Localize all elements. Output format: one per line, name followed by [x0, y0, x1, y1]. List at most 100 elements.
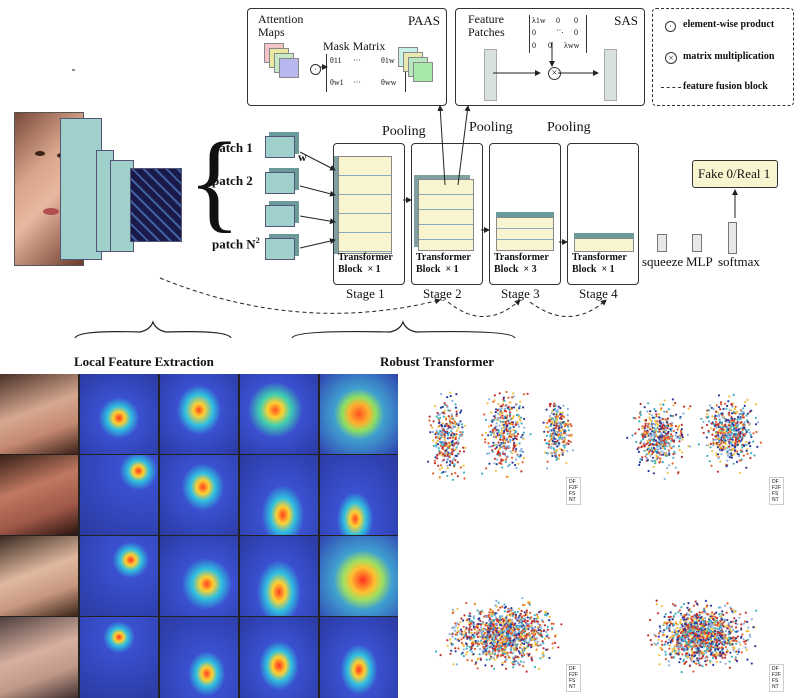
tsne-point	[522, 393, 526, 396]
tsne-point	[723, 604, 727, 607]
tsne-point	[711, 433, 714, 436]
tsne-point	[500, 407, 503, 410]
tsne-point	[740, 451, 743, 454]
tsne-point	[452, 457, 456, 460]
tsne-point	[451, 627, 454, 630]
tsne-point	[439, 436, 443, 439]
tsne-point	[566, 414, 569, 417]
tsne-point	[721, 651, 725, 654]
tsne-point	[643, 445, 646, 448]
tsne-point	[473, 631, 476, 635]
tsne-point	[646, 435, 649, 438]
tsne-point	[504, 660, 507, 663]
tsne-point	[736, 450, 739, 453]
heatmap-r1-c1	[80, 374, 158, 454]
tsne-point	[460, 434, 463, 437]
tsne-point	[668, 647, 671, 650]
tsne-point	[487, 425, 490, 428]
tsne-point	[522, 603, 525, 607]
tsne-point	[700, 652, 703, 655]
tsne-point	[510, 632, 514, 635]
tsne-point	[447, 424, 450, 427]
tsne-point	[503, 647, 506, 650]
tsne-point	[664, 426, 667, 429]
tsne-point	[657, 448, 660, 451]
tsne-point	[552, 427, 555, 430]
tsne-point	[571, 449, 574, 452]
tsne-point	[685, 623, 688, 626]
tsne-point	[746, 452, 749, 455]
tsne-point	[668, 437, 671, 440]
tsne-point	[458, 434, 461, 437]
face-row-1	[0, 374, 78, 454]
tsne-point	[666, 471, 669, 474]
tsne-point	[679, 622, 682, 625]
tsne-point	[521, 433, 524, 437]
tsne-point	[501, 414, 504, 417]
tsne-point	[719, 637, 722, 640]
tsne-point	[677, 638, 680, 641]
tsne-point	[717, 434, 720, 437]
tsne-point	[443, 425, 447, 428]
tsne-point	[449, 442, 452, 446]
tsne-point	[449, 652, 452, 655]
tsne-point	[678, 640, 681, 644]
tsne-point	[655, 413, 658, 416]
tsne-point	[715, 452, 718, 455]
tsne-point	[710, 623, 713, 626]
tsne-point	[446, 453, 449, 456]
tsne-point	[728, 630, 731, 633]
tsne-point	[729, 640, 732, 643]
tsne-point	[512, 652, 515, 655]
tsne-point	[740, 412, 743, 415]
tsne-point	[680, 648, 684, 651]
tsne-point	[536, 637, 539, 640]
tsne-point	[712, 628, 715, 631]
tsne-point	[654, 462, 657, 465]
tsne-point	[530, 629, 533, 632]
tsne-point	[677, 653, 680, 656]
tsne-point	[512, 437, 515, 441]
tsne-point	[735, 432, 738, 435]
tsne-point	[719, 401, 722, 404]
tsne-point	[510, 607, 513, 610]
tsne-point	[493, 394, 496, 397]
tsne-point	[451, 612, 454, 615]
tsne-point	[668, 636, 672, 639]
tsne-point	[718, 437, 721, 440]
tsne-point	[519, 419, 522, 422]
tsne-point	[730, 403, 733, 406]
tsne-point	[651, 460, 654, 463]
tsne-point	[506, 614, 509, 617]
tsne-point	[721, 416, 724, 419]
tsne-point	[523, 417, 526, 420]
heatmap-r3-c1	[80, 536, 158, 616]
tsne-point	[452, 418, 455, 421]
tsne-point	[459, 411, 462, 414]
tsne-point	[522, 634, 525, 637]
tsne-point	[715, 635, 718, 638]
stage-2-block-label: Transformer Block × 1	[416, 252, 471, 275]
tsne-point	[652, 435, 655, 438]
tsne-point	[502, 641, 505, 644]
tsne-point	[754, 645, 757, 648]
tsne-point	[728, 445, 731, 448]
tsne-point	[490, 612, 493, 615]
tsne-point	[706, 454, 709, 457]
tsne-point	[553, 402, 556, 405]
tsne-point	[545, 613, 548, 616]
tsne-point	[455, 441, 458, 444]
tsne-point	[659, 460, 662, 463]
tsne-point	[657, 638, 660, 641]
tsne-point	[534, 644, 537, 647]
tsne-point	[558, 436, 561, 439]
tsne-point	[534, 631, 537, 634]
tsne-point	[660, 450, 663, 453]
tsne-point	[732, 425, 735, 428]
tsne-point	[754, 403, 757, 406]
tsne-point	[502, 459, 505, 462]
tsne-point	[479, 623, 482, 626]
tsne-point	[662, 403, 665, 407]
tsne-point	[547, 426, 550, 429]
tsne-point	[730, 610, 734, 613]
